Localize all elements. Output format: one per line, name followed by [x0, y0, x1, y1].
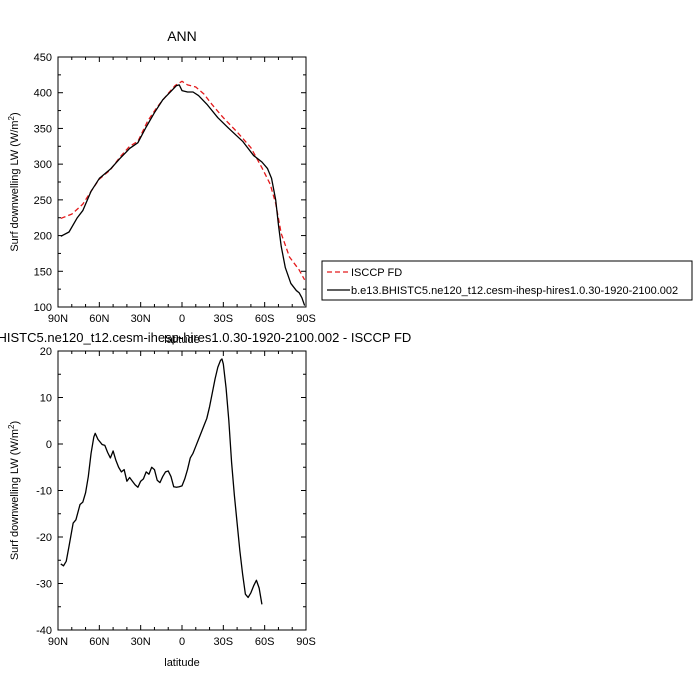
x-tick-label: 0	[179, 636, 185, 648]
x-tick-label: 30S	[214, 636, 234, 648]
x-tick-label: 90S	[296, 636, 316, 648]
x-tick-label: 60N	[89, 636, 109, 648]
x-tick-label: 90S	[296, 313, 316, 325]
y-tick-label: 150	[34, 266, 52, 278]
y-tick-label: 200	[34, 231, 52, 243]
x-tick-label: 60S	[255, 313, 275, 325]
series-line-2	[60, 84, 306, 306]
y-tick-label: 20	[40, 346, 52, 358]
x-tick-label: 30N	[131, 636, 151, 648]
y-tick-label: -30	[36, 579, 52, 591]
legend-label-2: b.e13.BHISTC5.ne120_t12.cesm-ihesp-hires…	[351, 285, 678, 297]
legend-label-1: ISCCP FD	[351, 267, 402, 279]
y-tick-label: 10	[40, 393, 52, 405]
chart-title: b.e13.BHISTC5.ne120_t12.cesm-ihesp-hires…	[0, 330, 411, 345]
series-line-1	[60, 358, 263, 605]
x-tick-label: 60N	[89, 313, 109, 325]
y-tick-label: 100	[34, 302, 52, 314]
y-tick-label: 450	[34, 52, 52, 64]
y-tick-label: -20	[36, 532, 52, 544]
y-tick-label: 0	[46, 439, 52, 451]
y-tick-label: 250	[34, 195, 52, 207]
y-tick-label: 350	[34, 123, 52, 135]
chart-panel-2: b.e13.BHISTC5.ne120_t12.cesm-ihesp-hires…	[0, 330, 411, 669]
y-axis-label: Surf downwelling LW (W/m2)	[7, 112, 22, 251]
x-tick-label: 90N	[48, 313, 68, 325]
legend-box	[321, 260, 693, 301]
chart-title: ANN	[167, 28, 197, 44]
x-tick-label: 0	[179, 313, 185, 325]
x-tick-label: 30S	[214, 313, 234, 325]
plot-frame	[57, 350, 307, 631]
x-axis-label: latitude	[164, 657, 199, 669]
y-tick-label: -10	[36, 486, 52, 498]
y-tick-label: 400	[34, 88, 52, 100]
chart-panel-1: ANN 90N 60N 30N 0 30S 60S 90S latitude 100 150 200 2…	[7, 28, 316, 346]
x-axis-label: latitude	[164, 334, 199, 346]
x-tick-label: 30N	[131, 313, 151, 325]
y-axis-label: Surf downwelling LW (W/m2)	[7, 421, 22, 560]
y-tick-label: -40	[36, 625, 52, 637]
y-tick-label: 300	[34, 159, 52, 171]
x-tick-label: 90N	[48, 636, 68, 648]
x-tick-label: 60S	[255, 636, 275, 648]
legend: ISCCP FD b.e13.BHISTC5.ne120_t12.cesm-ihe…	[321, 260, 693, 301]
